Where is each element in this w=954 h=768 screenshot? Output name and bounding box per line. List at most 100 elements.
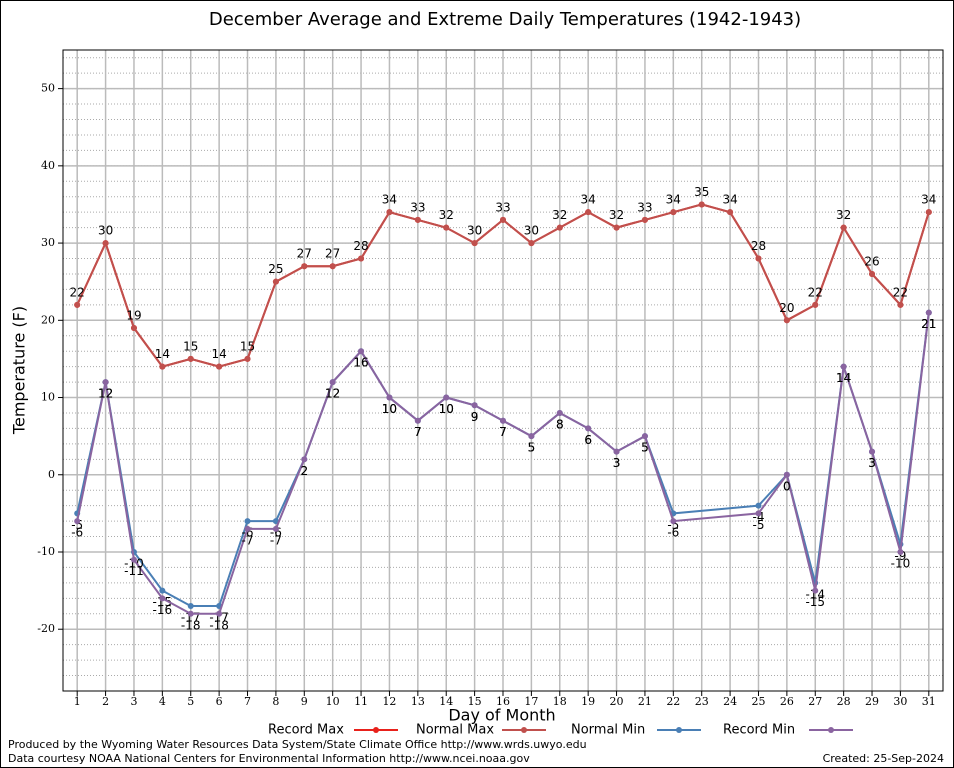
footer: Created: 25-Sep-2024: [823, 752, 944, 765]
data-label: 26: [864, 254, 879, 268]
x-tick-label: 14: [439, 695, 453, 708]
data-label: 34: [722, 193, 737, 207]
data-point: [471, 402, 478, 409]
data-point: [301, 456, 308, 463]
data-point: [698, 201, 705, 208]
y-tick-label: 0: [48, 468, 55, 481]
data-point: [244, 518, 251, 525]
x-tick-label: 10: [326, 695, 340, 708]
x-tick-label: 29: [865, 695, 879, 708]
data-label: 0: [783, 479, 791, 493]
data-label: 22: [893, 285, 908, 299]
data-label: 28: [353, 239, 368, 253]
data-point: [812, 587, 819, 594]
x-tick-label: 9: [301, 695, 308, 708]
data-label: 14: [211, 347, 226, 361]
data-point: [755, 510, 762, 517]
data-label: -14: [805, 587, 825, 601]
data-label: 10: [382, 402, 397, 416]
x-tick-label: 23: [695, 695, 709, 708]
data-label: 19: [126, 309, 141, 323]
x-tick-label: 28: [837, 695, 851, 708]
data-point: [528, 433, 535, 440]
x-tick-label: 27: [808, 695, 822, 708]
x-tick-label: 22: [666, 695, 680, 708]
data-point: [443, 224, 450, 231]
x-tick-label: 24: [723, 695, 737, 708]
data-point: [272, 525, 279, 532]
data-point: [585, 209, 592, 216]
data-point: [187, 610, 194, 617]
y-tick-label: 20: [41, 313, 55, 326]
data-point: [386, 209, 393, 216]
x-tick-label: 16: [496, 695, 510, 708]
data-point: [471, 240, 478, 247]
data-label: -11: [124, 564, 144, 578]
data-label: 20: [779, 301, 794, 315]
data-label: -5: [667, 518, 679, 532]
data-point: [272, 278, 279, 285]
data-point: [500, 216, 506, 223]
data-point: [216, 610, 223, 617]
data-label: 7: [414, 425, 422, 439]
data-point: [159, 587, 166, 594]
legend-label: Record Min: [723, 723, 795, 738]
y-tick-label: 40: [41, 159, 55, 172]
data-point: [216, 363, 223, 370]
data-label: 21: [921, 317, 936, 331]
data-label: -4: [752, 510, 764, 524]
data-label: 34: [382, 193, 397, 207]
x-tick-label: 6: [216, 695, 223, 708]
data-label: 27: [297, 247, 312, 261]
data-label: 0: [783, 479, 791, 493]
data-label: -6: [242, 526, 254, 540]
x-tick-label: 2: [102, 695, 109, 708]
data-label: 5: [641, 441, 649, 455]
data-point: [556, 224, 563, 231]
footer: Produced by the Wyoming Water Resources …: [8, 738, 587, 751]
x-tick-label: 21: [638, 695, 652, 708]
x-tick-label: 7: [244, 695, 251, 708]
data-label: 12: [325, 387, 340, 401]
data-point: [925, 309, 932, 316]
data-point: [244, 525, 251, 532]
data-label: 6: [584, 433, 592, 447]
data-label: 28: [751, 239, 766, 253]
x-tick-label: 26: [780, 695, 794, 708]
data-point: [840, 363, 847, 370]
data-label: 32: [439, 208, 454, 222]
legend-label: Record Max: [268, 723, 344, 738]
x-tick-label: 30: [893, 695, 907, 708]
x-tick-label: 17: [524, 695, 538, 708]
data-point: [585, 425, 592, 432]
legend-marker: [373, 727, 379, 733]
x-tick-label: 4: [159, 695, 166, 708]
x-tick-label: 20: [610, 695, 624, 708]
legend-marker: [676, 727, 682, 733]
data-label: 8: [556, 417, 564, 431]
data-label: 3: [868, 456, 876, 470]
data-point: [783, 471, 790, 478]
data-point: [613, 448, 620, 455]
legend-marker: [521, 727, 527, 733]
data-label: 10: [382, 402, 397, 416]
data-point: [329, 263, 336, 270]
data-point: [130, 325, 137, 332]
data-label: 15: [240, 339, 255, 353]
data-label: -15: [805, 595, 825, 609]
data-label: -16: [153, 603, 173, 617]
data-label: -7: [242, 533, 254, 547]
data-label: -15: [153, 595, 173, 609]
data-label: -10: [891, 556, 911, 570]
data-label: -18: [209, 618, 229, 632]
data-label: 2: [300, 464, 308, 478]
data-label: 16: [353, 356, 368, 370]
data-point: [613, 224, 620, 231]
data-point: [414, 417, 421, 424]
data-point: [187, 355, 194, 362]
data-label: 30: [98, 224, 113, 238]
x-tick-label: 31: [922, 695, 936, 708]
data-point: [130, 556, 137, 563]
data-label: -5: [752, 518, 764, 532]
plot-border: [62, 49, 944, 692]
